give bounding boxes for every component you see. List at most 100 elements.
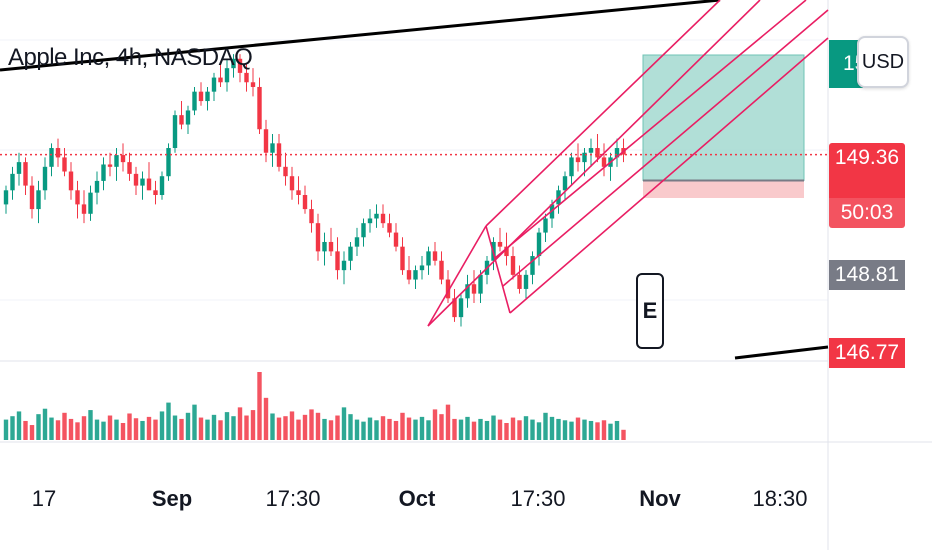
- candle-body: [153, 190, 158, 195]
- volume-bar: [179, 418, 184, 440]
- candle-body: [601, 157, 607, 167]
- volume-bar: [335, 415, 340, 440]
- time-axis-label: Oct: [399, 486, 436, 511]
- candle-body: [543, 218, 548, 233]
- volume-bar: [452, 418, 457, 440]
- channel-line: [509, 37, 829, 314]
- volume-bar: [55, 420, 61, 440]
- volume-bar: [166, 402, 171, 440]
- volume-bar: [257, 372, 262, 440]
- candle-body: [426, 251, 431, 266]
- drawings-layer[interactable]: [0, 0, 829, 360]
- candle-body: [94, 180, 100, 193]
- channel-line: [485, 0, 721, 227]
- earnings-marker[interactable]: E: [636, 273, 664, 349]
- candle-body: [361, 223, 366, 238]
- volume-pane: [3, 372, 626, 440]
- volume-bar: [400, 412, 405, 440]
- candle-body: [328, 241, 334, 252]
- volume-bar: [478, 418, 483, 440]
- volume-bar: [3, 419, 9, 440]
- candle-body: [322, 241, 327, 252]
- currency-button[interactable]: USD: [857, 36, 909, 88]
- candle-body: [497, 241, 503, 247]
- candle-body: [237, 58, 243, 73]
- volume-bar: [328, 420, 334, 440]
- candle-body: [29, 185, 35, 210]
- volume-bar: [68, 418, 74, 440]
- candle-body: [218, 77, 223, 83]
- volume-bar: [484, 420, 490, 440]
- volume-bar: [276, 417, 282, 440]
- volume-bar: [426, 420, 431, 440]
- volume-bar: [296, 419, 301, 440]
- volume-bar: [523, 416, 529, 440]
- volume-bar: [270, 413, 275, 440]
- position-tool[interactable]: [642, 54, 805, 198]
- candle-body: [478, 274, 483, 294]
- volume-bar: [42, 408, 48, 440]
- candle-body: [166, 148, 171, 177]
- volume-bar: [10, 416, 15, 440]
- volume-bar: [192, 404, 197, 440]
- candle-body: [114, 155, 119, 167]
- volume-bar: [575, 417, 581, 440]
- volume-bar: [16, 411, 22, 440]
- volume-bar: [543, 412, 548, 440]
- channel-line: [427, 0, 761, 327]
- candle-body: [205, 91, 210, 102]
- volume-bar: [250, 410, 256, 440]
- volume-bar: [159, 411, 165, 440]
- volume-bar: [413, 419, 418, 440]
- volume-bar: [75, 422, 80, 440]
- price-tag-low: 146.77: [829, 338, 905, 368]
- volume-bar: [367, 417, 373, 440]
- candle-body: [68, 171, 74, 191]
- volume-bar: [36, 414, 41, 440]
- trendline-upper: [0, 0, 721, 72]
- candle-body: [517, 274, 522, 289]
- time-axis[interactable]: 17 Sep 17:30 Oct 17:30 Nov 18:30: [32, 486, 808, 511]
- candle-body: [465, 284, 470, 299]
- volume-bar: [471, 421, 477, 440]
- candle-body: [387, 223, 392, 233]
- candle-body: [393, 232, 399, 247]
- candle-body: [133, 173, 139, 186]
- candle-body: [588, 148, 594, 153]
- volume-bar: [419, 416, 425, 440]
- price-tag-current: 149.36: [829, 143, 905, 198]
- time-axis-label: 17:30: [265, 486, 320, 511]
- candle-body: [510, 256, 516, 275]
- volume-bar: [218, 420, 223, 440]
- candle-body: [192, 91, 197, 111]
- volume-bar: [153, 419, 158, 440]
- channel-line: [502, 9, 829, 287]
- candle-body: [231, 58, 236, 69]
- volume-bar: [562, 420, 568, 440]
- volume-bar: [497, 419, 503, 440]
- volume-bar: [211, 414, 217, 440]
- volume-bar: [94, 419, 100, 440]
- candle-body: [120, 155, 126, 163]
- volume-bar: [608, 423, 613, 440]
- volume-bar: [205, 419, 210, 440]
- loss-zone: [643, 180, 804, 198]
- volume-bar: [185, 412, 191, 440]
- candle-body: [400, 246, 405, 271]
- volume-bar: [341, 407, 347, 440]
- candle-body: [244, 72, 249, 83]
- volume-bar: [517, 420, 522, 440]
- candle-body: [55, 148, 61, 158]
- candle-body: [49, 148, 54, 167]
- candle-body: [569, 157, 574, 177]
- volume-bar: [406, 417, 412, 440]
- candle-body: [75, 190, 80, 205]
- volume-bar: [315, 412, 321, 440]
- volume-bar: [556, 418, 561, 440]
- volume-bar: [309, 409, 314, 440]
- volume-bar: [224, 412, 230, 440]
- candle-body: [198, 91, 204, 102]
- volume-bar: [588, 420, 594, 440]
- candle-body: [257, 86, 262, 130]
